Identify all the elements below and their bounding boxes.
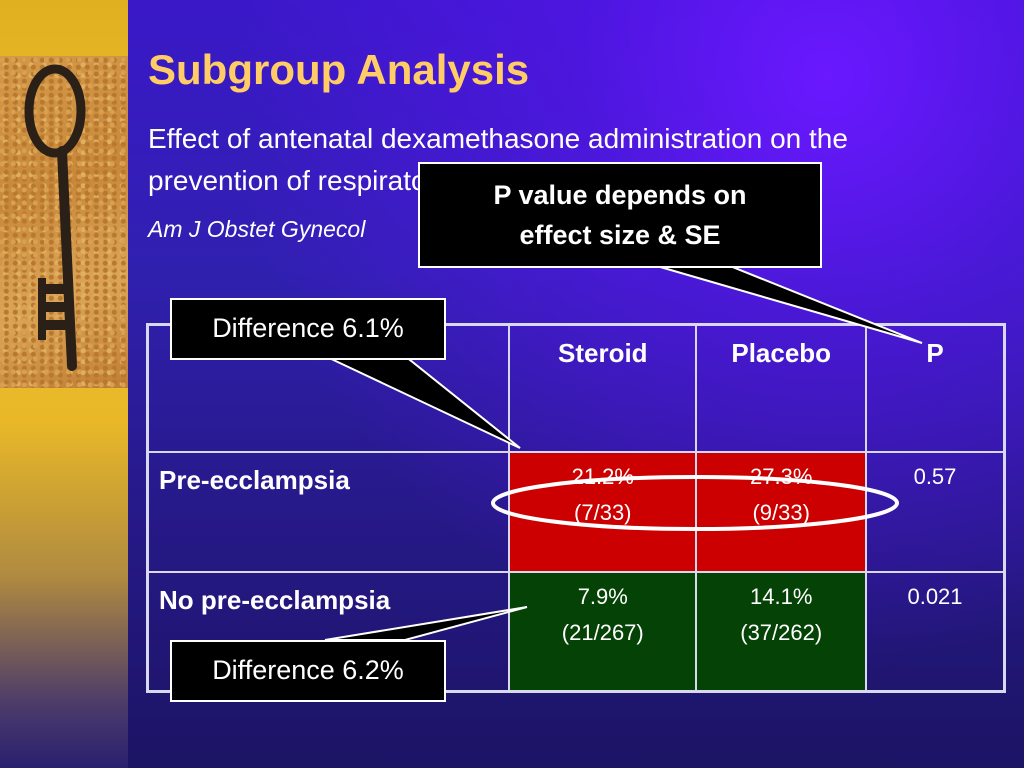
steroid-percent: 7.9%	[577, 584, 628, 609]
placebo-count: (37/262)	[740, 620, 823, 645]
p-value: 0.57	[865, 451, 1006, 573]
key-icon	[24, 64, 86, 371]
steroid-percent: 21.2%	[571, 464, 634, 489]
placebo-count: (9/33)	[752, 500, 810, 525]
table-row: Pre-ecclampsia 21.2% (7/33) 27.3% (9/33)…	[146, 451, 1006, 573]
header-placebo: Placebo	[695, 323, 867, 453]
p-value-callout: P value depends on effect size & SE	[418, 162, 822, 268]
difference-callout-2: Difference 6.2%	[170, 640, 446, 702]
difference-callout-1: Difference 6.1%	[170, 298, 446, 360]
placebo-percent: 14.1%	[750, 584, 813, 609]
p-value: 0.021	[865, 571, 1006, 693]
placebo-cell: 14.1% (37/262)	[695, 571, 867, 693]
slide-title: Subgroup Analysis	[148, 46, 530, 93]
header-p: P	[865, 323, 1006, 453]
steroid-count: (21/267)	[561, 620, 644, 645]
table-header-row: Steroid Placebo P	[146, 323, 1006, 453]
citation: Am J Obstet Gynecol	[148, 216, 366, 242]
steroid-cell: 21.2% (7/33)	[508, 451, 698, 573]
placebo-percent: 27.3%	[750, 464, 813, 489]
p-value-callout-line2: effect size & SE	[519, 220, 721, 250]
placebo-cell: 27.3% (9/33)	[695, 451, 867, 573]
subgroup-table: Steroid Placebo P Pre-ecclampsia 21.2% (…	[146, 323, 1006, 693]
steroid-count: (7/33)	[574, 500, 632, 525]
row-label: Pre-ecclampsia	[146, 451, 511, 573]
header-steroid: Steroid	[508, 323, 698, 453]
p-value-callout-line1: P value depends on	[493, 180, 747, 210]
steroid-cell: 7.9% (21/267)	[508, 571, 698, 693]
key-photo	[0, 56, 128, 388]
